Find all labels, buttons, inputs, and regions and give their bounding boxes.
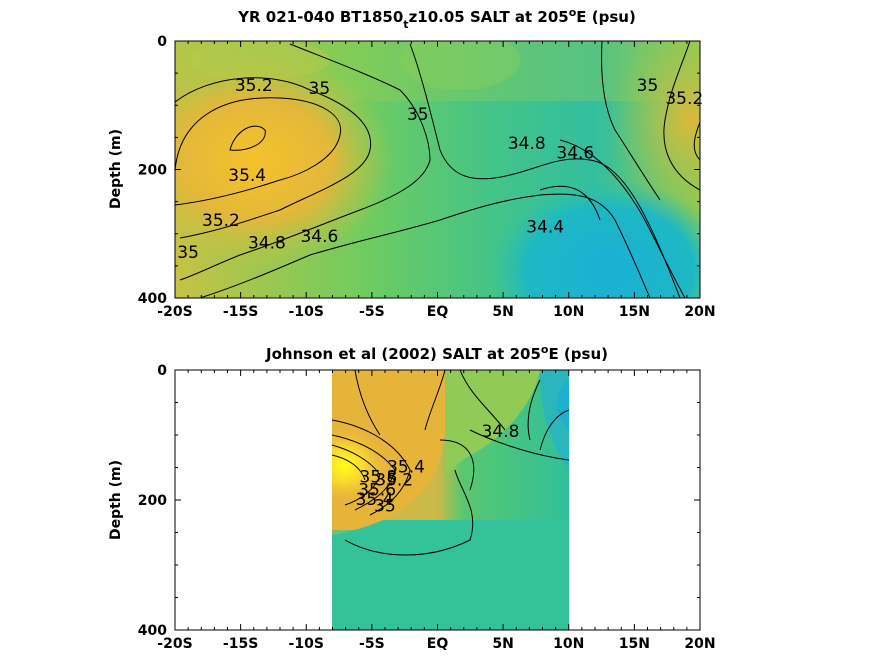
- panel-bottom: Johnson et al (2002) SALT at 205oE (psu): [108, 343, 716, 652]
- top-x-tick-label: -5S: [359, 304, 385, 320]
- top-y-tick-label: 0: [157, 34, 167, 50]
- panel-top: YR 021-040 BT1850tz10.05 SALT at 205oE (…: [108, 6, 716, 320]
- top-contour-label: 34.6: [556, 143, 594, 163]
- bottom-x-tick-label: 20N: [684, 636, 715, 652]
- bottom-x-tick-label: 5N: [492, 636, 513, 652]
- bottom-contour-labels: 34.835.435.235.835.635.435: [356, 422, 520, 517]
- top-chart-title: YR 021-040 BT1850tz10.05 SALT at 205oE (…: [237, 6, 636, 31]
- top-x-tick-label: 15N: [619, 304, 650, 320]
- bottom-chart-title: Johnson et al (2002) SALT at 205oE (psu): [265, 343, 608, 363]
- top-contour-label: 35.4: [228, 166, 266, 186]
- bottom-y-tick-label: 200: [138, 493, 167, 509]
- bottom-heatmap-field: [332, 370, 569, 630]
- top-y-axis: 0 200 400: [138, 34, 700, 307]
- top-contour-label: 34.8: [508, 134, 546, 154]
- bottom-contour-label: 35: [374, 497, 396, 517]
- bottom-x-tick-label: 10N: [553, 636, 584, 652]
- bottom-contour-label: 35.4: [356, 490, 394, 510]
- top-contour-label: 35: [177, 243, 199, 263]
- top-x-tick-label: EQ: [427, 304, 449, 320]
- bottom-y-tick-label: 0: [157, 363, 167, 379]
- top-contour-label: 35: [309, 79, 331, 99]
- top-x-tick-label: 10N: [553, 304, 584, 320]
- bottom-x-tick-label: -20S: [157, 636, 192, 652]
- top-x-tick-label: -10S: [289, 304, 324, 320]
- top-heatmap-field: [175, 41, 700, 298]
- top-x-tick-label: -15S: [223, 304, 258, 320]
- top-y-axis-label: Depth (m): [108, 129, 124, 209]
- top-x-tick-label: 20N: [684, 304, 715, 320]
- bottom-y-axis-label: Depth (m): [108, 460, 124, 540]
- bottom-x-axis: -20S -15S -10S -5S EQ 5N 10N 15N 20N: [157, 370, 716, 652]
- bottom-x-tick-label: -10S: [289, 636, 324, 652]
- bottom-y-axis: 0 200 400: [138, 363, 700, 639]
- bottom-contour-label: 35.2: [375, 471, 413, 491]
- bottom-contour-label: 34.8: [482, 422, 520, 442]
- top-contour-label: 35.2: [665, 89, 703, 109]
- bottom-x-tick-label: -15S: [223, 636, 258, 652]
- top-x-axis: -20S -15S -10S -5S EQ 5N 10N 15N 20N: [157, 41, 716, 320]
- bottom-x-tick-label: 15N: [619, 636, 650, 652]
- top-contour-label: 35.2: [202, 211, 240, 231]
- top-contour-label: 34.6: [300, 227, 338, 247]
- bottom-x-tick-label: EQ: [427, 636, 449, 652]
- bottom-contour-label: 35.8: [360, 467, 398, 487]
- top-contour-label: 35: [407, 105, 429, 125]
- top-x-tick-label: -20S: [157, 304, 192, 320]
- top-y-tick-label: 200: [138, 163, 167, 179]
- top-y-tick-label: 400: [138, 291, 167, 307]
- top-contour-label: 34.4: [526, 217, 564, 237]
- top-contour-label: 34.8: [248, 233, 286, 253]
- top-x-tick-label: 5N: [492, 304, 513, 320]
- bottom-contour-label: 35.6: [358, 480, 396, 500]
- top-contour-label: 35.2: [235, 76, 273, 96]
- top-contour-label: 35: [637, 76, 659, 96]
- bottom-y-tick-label: 400: [138, 623, 167, 639]
- bottom-x-tick-label: -5S: [359, 636, 385, 652]
- bottom-contour-label: 35.4: [387, 458, 425, 478]
